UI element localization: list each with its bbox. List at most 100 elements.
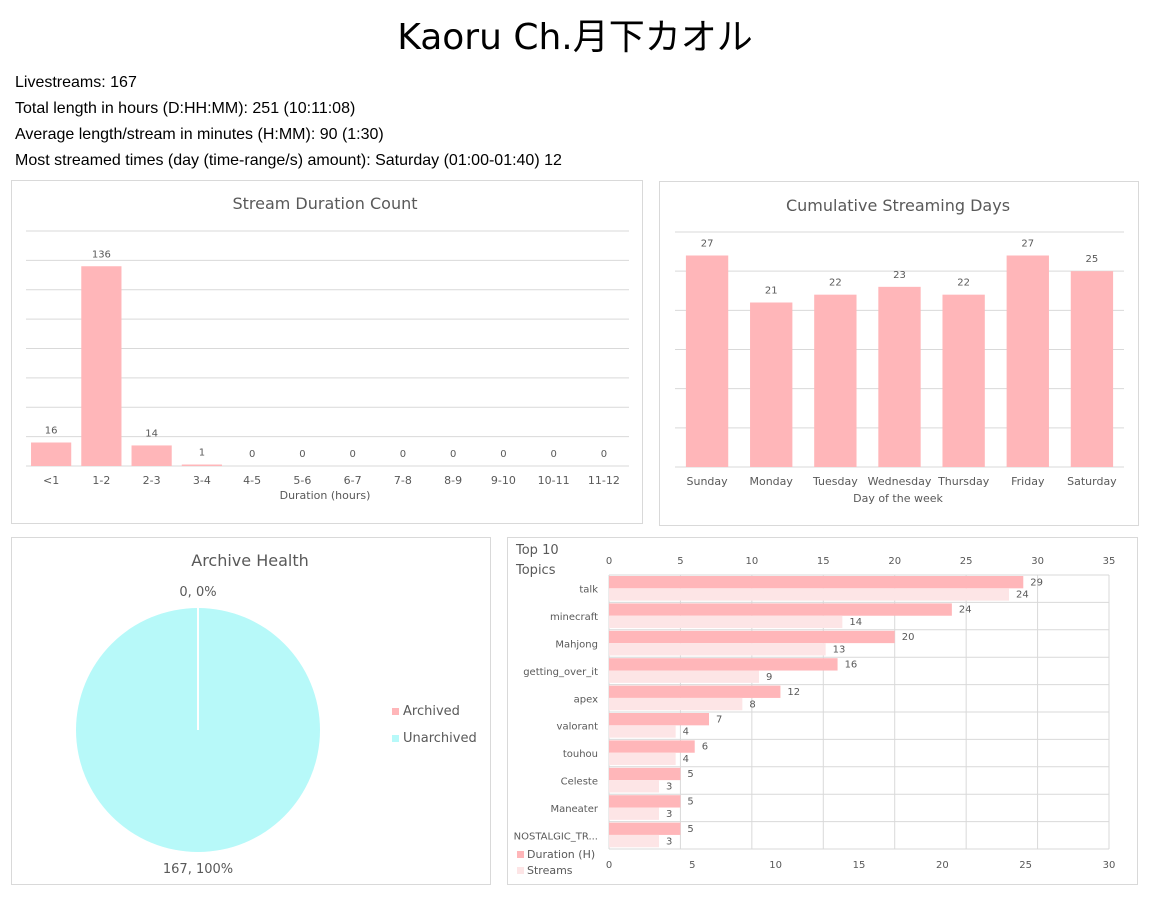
bar-value-label: 22 [957, 278, 970, 289]
bar-value-label: 9 [766, 672, 772, 683]
bar-thursday [942, 294, 985, 467]
x-tick-label: 7-8 [394, 474, 412, 487]
bar-duration-minecraft [609, 603, 952, 616]
bar-value-label: 3 [666, 781, 672, 792]
duration-chart-title: Stream Duration Count [232, 194, 417, 213]
top-axis-tick: 5 [677, 556, 683, 567]
legend-label-streams: Streams [527, 864, 573, 877]
bar-value-label: 6 [702, 742, 708, 753]
top-axis-tick: 0 [606, 556, 612, 567]
bar-value-label: 3 [666, 836, 672, 847]
legend-swatch-archived [392, 708, 399, 715]
bar-value-label: 5 [687, 769, 693, 780]
top-axis-tick: 15 [817, 556, 830, 567]
bar-value-label: 16 [845, 660, 858, 671]
bottom-axis-tick: 30 [1103, 860, 1116, 871]
bar-value-label: 0 [249, 449, 255, 460]
y-category-label: valorant [557, 722, 599, 733]
bar-value-label: 21 [765, 286, 778, 297]
bottom-axis-tick: 15 [853, 860, 866, 871]
duration-x-label: Duration (hours) [280, 489, 371, 502]
bar-value-label: 136 [92, 249, 111, 260]
stat-livestreams: Livestreams: 167 [15, 74, 137, 91]
x-tick-label: 3-4 [193, 474, 211, 487]
bar-duration-mahjong [609, 630, 895, 644]
legend-label-unarchived: Unarchived [403, 731, 477, 746]
bar-tuesday [814, 294, 857, 467]
bar-value-label: 22 [829, 278, 842, 289]
streaming-days-panel: Cumulative Streaming Days Day of the wee… [659, 181, 1139, 526]
bar-value-label: 5 [687, 797, 693, 808]
bar-monday [750, 302, 793, 467]
y-category-label: NOSTALGIC_TR... [514, 831, 598, 842]
x-tick-label: Thursday [937, 475, 990, 488]
x-tick-label: Sunday [686, 475, 728, 488]
archive-chart-title: Archive Health [191, 551, 309, 570]
bar-1 [31, 442, 72, 466]
bar-value-label: 24 [1016, 590, 1029, 601]
bar-streams-touhou [609, 752, 676, 766]
duration-count-chart: Stream Duration Count Duration (hours) 1… [26, 194, 629, 502]
y-category-label: getting_over_it [523, 667, 598, 678]
bar-value-label: 0 [299, 449, 305, 460]
x-tick-label: Saturday [1067, 475, 1117, 488]
x-tick-label: <1 [43, 474, 59, 487]
x-tick-label: 2-3 [143, 474, 161, 487]
bar-value-label: 0 [550, 449, 556, 460]
bar-value-label: 7 [716, 714, 722, 725]
bar-3-4 [181, 464, 222, 466]
top-axis-tick: 25 [960, 556, 973, 567]
topics-title-line-2: Topics [515, 563, 556, 578]
bar-duration-apex [609, 685, 781, 698]
bar-duration-touhou [609, 740, 695, 753]
x-tick-label: 11-12 [588, 474, 620, 487]
bar-value-label: 27 [701, 239, 714, 250]
bar-1-2 [81, 266, 122, 466]
y-category-label: Mahjong [555, 640, 598, 651]
legend-swatch-unarchived [392, 735, 399, 742]
x-tick-label: 1-2 [92, 474, 110, 487]
bottom-axis-tick: 10 [769, 860, 782, 871]
days-chart-title: Cumulative Streaming Days [786, 196, 1010, 215]
stat-average-length: Average length/stream in minutes (H:MM):… [15, 126, 384, 143]
top-topics-panel: Top 10 Topics 0 5 10 15 20 25 30 35 0 5 10 15 20 25 30 29… [507, 537, 1138, 885]
bar-value-label: 0 [400, 449, 406, 460]
bar-value-label: 16 [45, 426, 58, 437]
top-axis-tick: 20 [888, 556, 901, 567]
bar-value-label: 5 [687, 824, 693, 835]
bar-friday [1006, 255, 1049, 467]
legend-label-archived: Archived [403, 704, 460, 719]
bar-saturday [1070, 271, 1114, 467]
days-x-label: Day of the week [853, 492, 943, 505]
bar-value-label: 14 [849, 617, 862, 628]
pie-data-label-unarchived: 167, 100% [163, 862, 233, 877]
bar-value-label: 27 [1021, 239, 1034, 250]
x-tick-label: 9-10 [491, 474, 516, 487]
bar-value-label: 0 [450, 449, 456, 460]
x-tick-label: 10-11 [538, 474, 570, 487]
bar-value-label: 20 [902, 632, 915, 643]
legend-label-duration-h: Duration (H) [527, 848, 595, 861]
page-title: Kaoru Ch.月下カオル [397, 17, 753, 58]
bar-duration-getting-over-it [609, 658, 838, 671]
x-tick-label: 6-7 [344, 474, 362, 487]
stat-most-streamed: Most streamed times (day (time-range/s) … [15, 152, 562, 169]
x-tick-label: Tuesday [812, 475, 858, 488]
legend-swatch-duration-h [517, 851, 524, 858]
bar-value-label: 8 [749, 699, 755, 710]
top-axis-tick: 10 [745, 556, 758, 567]
top-axis-tick: 35 [1103, 556, 1116, 567]
bar-streams-celeste [609, 780, 659, 793]
x-tick-label: 4-5 [243, 474, 261, 487]
topics-title-line-1: Top 10 [515, 543, 559, 558]
y-category-label: minecraft [550, 612, 598, 623]
bar-value-label: 29 [1030, 577, 1043, 588]
bar-value-label: 3 [666, 809, 672, 820]
bar-streams-valorant [609, 725, 676, 738]
x-tick-label: 5-6 [293, 474, 311, 487]
legend-swatch-streams [517, 867, 524, 874]
bar-value-label: 13 [833, 644, 846, 655]
bar-value-label: 25 [1086, 254, 1099, 265]
bar-2-3 [131, 445, 172, 466]
